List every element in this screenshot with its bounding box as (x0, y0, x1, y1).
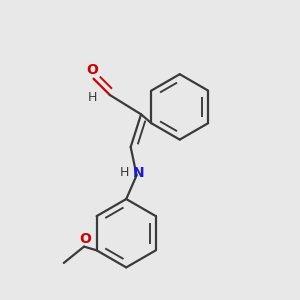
Text: N: N (132, 166, 144, 180)
Text: H: H (119, 167, 129, 179)
Text: H: H (88, 92, 97, 104)
Text: O: O (86, 63, 98, 77)
Text: O: O (79, 232, 91, 246)
